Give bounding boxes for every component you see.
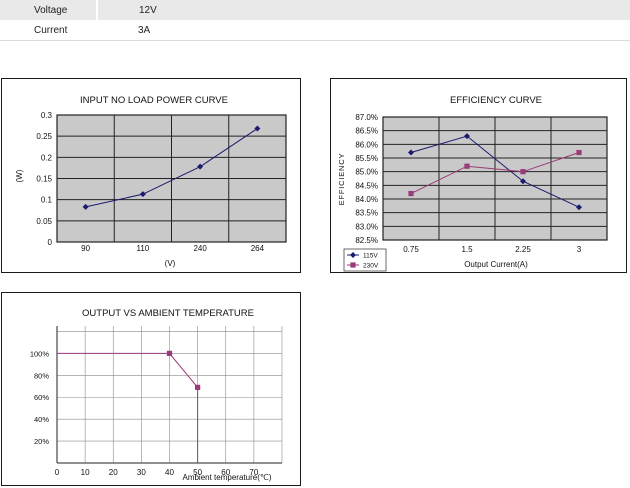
spec-label: Voltage xyxy=(0,0,98,20)
data-point xyxy=(464,163,470,169)
x-tick-label: 0 xyxy=(55,468,60,477)
plot-grid xyxy=(382,116,608,241)
y-tick-label: 0.05 xyxy=(36,217,52,226)
x-tick-label: 20 xyxy=(109,468,118,477)
x-tick-label: 40 xyxy=(165,468,174,477)
series-line xyxy=(410,135,580,208)
y-tick-label: 85.0% xyxy=(355,168,378,177)
x-tick-labels: 90 110 240 264 xyxy=(81,244,264,253)
y-tick-label: 0.15 xyxy=(36,175,52,184)
legend-swatch-marker xyxy=(350,262,356,268)
y-tick-label: 80% xyxy=(34,371,49,380)
x-tick-label: 60 xyxy=(221,468,230,477)
x-tick-label: 10 xyxy=(81,468,90,477)
y-tick-label: 0.2 xyxy=(41,153,53,162)
legend-entry-label: 230V xyxy=(363,263,379,270)
chart-title: INPUT NO LOAD POWER CURVE xyxy=(80,95,228,106)
series-line xyxy=(57,352,199,388)
x-tick-label: 90 xyxy=(81,244,90,253)
efficiency-chart: EFFICIENCY CURVE 82.5% 83.0% 83.5% 84.0% 84.… xyxy=(337,95,608,272)
data-point xyxy=(576,149,582,156)
y-tick-label: 40% xyxy=(34,415,49,424)
y-tick-label: 0.3 xyxy=(41,111,53,120)
y-tick-label: 20% xyxy=(34,437,49,446)
y-tick-label: 85.5% xyxy=(355,154,378,163)
legend-entry-label: 115V xyxy=(363,253,378,260)
y-axis-label: EFFICIENCY xyxy=(337,153,346,206)
series-layer xyxy=(82,125,261,210)
data-point xyxy=(576,204,582,211)
y-tick-label: 87.0% xyxy=(355,113,378,122)
data-point xyxy=(254,125,261,132)
data-point xyxy=(82,203,89,210)
y-tick-label: 83.5% xyxy=(355,209,378,218)
table-divider xyxy=(0,40,630,41)
series-layer xyxy=(57,350,201,463)
x-tick-label: 2.25 xyxy=(515,245,531,254)
series-line xyxy=(410,152,580,194)
data-point xyxy=(464,133,470,140)
x-tick-label: 264 xyxy=(251,244,265,253)
x-tick-label: 110 xyxy=(136,244,149,253)
x-tick-label: 240 xyxy=(193,244,207,253)
x-tick-labels: 0 10 20 30 40 50 60 70 xyxy=(55,468,259,477)
y-tick-label: 100% xyxy=(30,349,50,358)
chart-title: OUTPUT VS AMBIENT TEMPERATURE xyxy=(82,308,254,319)
spec-table: Voltage 12V Current 3A xyxy=(0,0,630,40)
plot-grid xyxy=(56,114,287,243)
x-tick-label: 50 xyxy=(193,468,202,477)
y-tick-labels: 20% 40% 60% 80% 100% xyxy=(30,349,50,446)
y-tick-label: 86.5% xyxy=(355,127,378,136)
y-tick-label: 84.5% xyxy=(355,181,378,190)
data-point xyxy=(520,178,526,185)
data-point xyxy=(195,384,201,390)
data-point xyxy=(139,191,146,198)
data-point xyxy=(408,190,414,197)
x-tick-label: 3 xyxy=(577,245,582,254)
chart-panel-input-power: INPUT NO LOAD POWER CURVE 0 0.05 0.1 0.15 0.… xyxy=(1,78,301,273)
x-axis-label: Output Current(A) xyxy=(464,260,528,269)
y-tick-label: 0.25 xyxy=(36,132,52,141)
legend-swatch-marker xyxy=(350,252,356,258)
y-tick-label: 83.0% xyxy=(355,222,378,231)
spec-label: Current xyxy=(34,24,68,36)
x-tick-label: 30 xyxy=(137,468,146,477)
y-tick-label: 60% xyxy=(34,393,49,402)
y-tick-label: 0 xyxy=(48,238,53,247)
data-point xyxy=(408,149,414,156)
y-tick-label: 0.1 xyxy=(41,196,53,205)
x-axis-label: Ambient temperature(℃) xyxy=(182,473,271,482)
y-tick-labels: 0 0.05 0.1 0.15 0.2 0.25 0.3 xyxy=(36,111,52,247)
x-axis-label: (V) xyxy=(165,259,176,268)
y-tick-label: 84.0% xyxy=(355,195,378,204)
chart-panel-temperature: OUTPUT VS AMBIENT TEMPERATURE 20% 40% 60% 8… xyxy=(1,292,301,486)
y-tick-label: 86.0% xyxy=(355,140,378,149)
x-tick-label: 70 xyxy=(249,468,258,477)
y-axis-label: (W) xyxy=(15,169,24,182)
chart-title: EFFICIENCY CURVE xyxy=(450,95,542,106)
series-line xyxy=(85,128,258,208)
input-power-chart: INPUT NO LOAD POWER CURVE 0 0.05 0.1 0.15 0.… xyxy=(15,95,287,268)
plot-grid xyxy=(56,326,283,464)
data-point xyxy=(520,169,526,175)
x-tick-labels: 0.75 1.5 2.25 3 xyxy=(403,245,582,254)
spec-row-current: Current 3A xyxy=(0,20,630,40)
chart-panel-efficiency: EFFICIENCY CURVE 82.5% 83.0% 83.5% 84.0% 84.… xyxy=(330,78,627,273)
temperature-derating-chart: OUTPUT VS AMBIENT TEMPERATURE 20% 40% 60% 8… xyxy=(30,308,283,482)
data-point xyxy=(166,350,173,356)
spec-value: 3A xyxy=(138,24,151,36)
chart-legend: 115V 230V xyxy=(343,248,387,272)
x-tick-label: 1.5 xyxy=(461,245,473,254)
x-tick-label: 0.75 xyxy=(403,245,419,254)
data-point xyxy=(197,163,204,170)
series-layer xyxy=(408,133,582,211)
y-tick-label: 82.5% xyxy=(355,236,378,245)
spec-row-voltage: Voltage 12V xyxy=(0,0,630,20)
y-tick-labels: 82.5% 83.0% 83.5% 84.0% 84.5% 85.0% 85.5% 86.0%… xyxy=(355,113,378,245)
spec-value: 12V xyxy=(139,4,157,16)
